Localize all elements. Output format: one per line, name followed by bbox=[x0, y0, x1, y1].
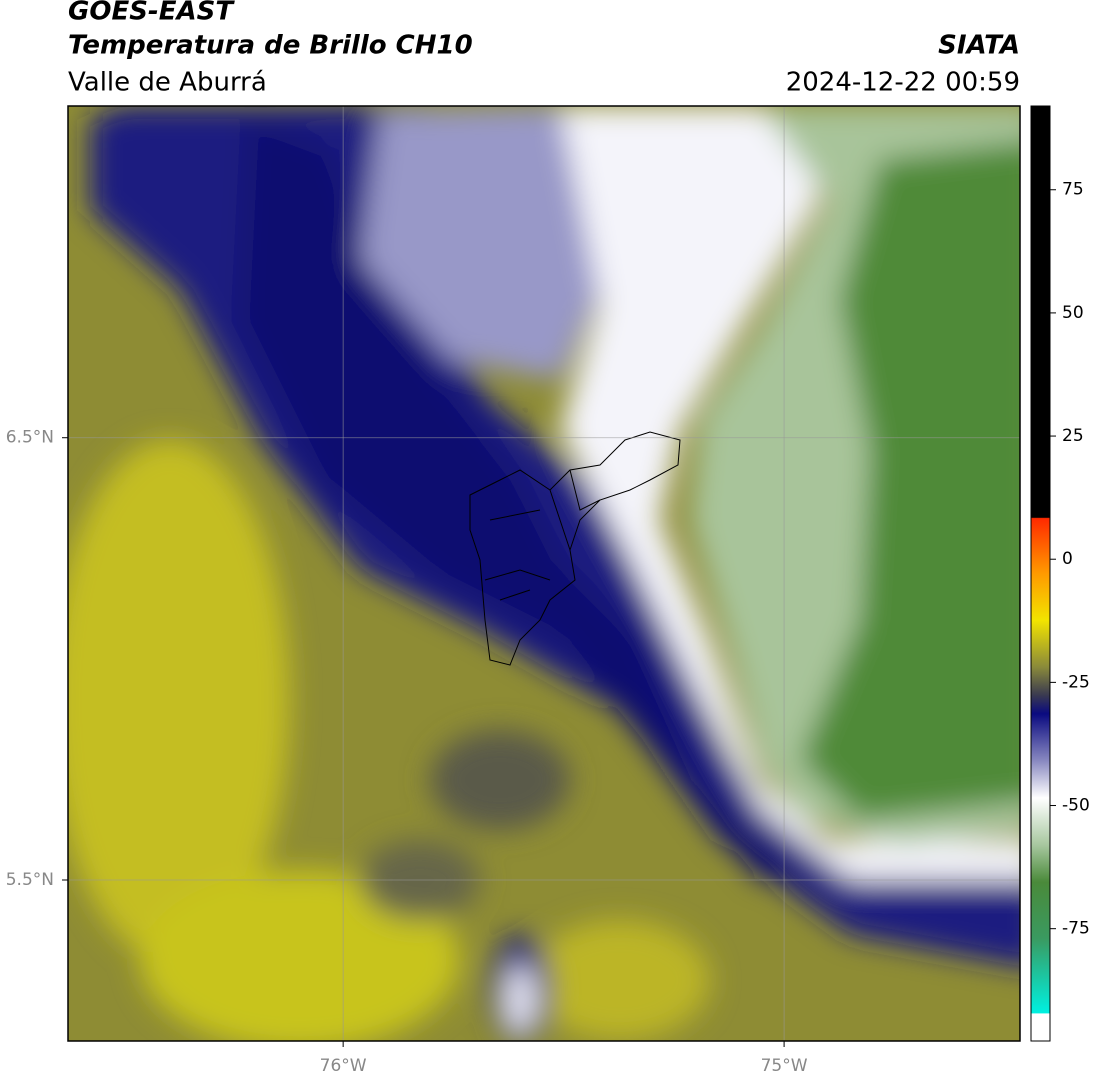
colorbar-label: 0 bbox=[1062, 549, 1073, 569]
lat-label: 5.5°N bbox=[6, 870, 54, 890]
colorbar-label: 25 bbox=[1062, 426, 1084, 446]
colorbar-label: 50 bbox=[1062, 303, 1084, 323]
graticule bbox=[68, 106, 1020, 1041]
agency: SIATA bbox=[938, 31, 1020, 61]
lon-label: 76°W bbox=[320, 1056, 367, 1076]
municipal-boundaries bbox=[469, 431, 681, 666]
lon-label: 75°W bbox=[761, 1056, 808, 1076]
colorbar-label: -50 bbox=[1062, 796, 1090, 816]
colorbar-label: -75 bbox=[1062, 919, 1090, 939]
datetime: 2024-12-22 00:59 bbox=[786, 68, 1020, 98]
colorbar-label: 75 bbox=[1062, 180, 1084, 200]
satellite-image bbox=[68, 106, 1020, 1041]
lat-label: 6.5°N bbox=[6, 428, 54, 448]
colorbar bbox=[1030, 105, 1051, 1042]
colorbar-label: -25 bbox=[1062, 672, 1090, 692]
title: GOES-EAST bbox=[68, 0, 235, 27]
subtitle: Temperatura de Brillo CH10 bbox=[68, 31, 473, 61]
map-frame bbox=[67, 105, 1021, 1042]
region: Valle de Aburrá bbox=[68, 68, 267, 98]
